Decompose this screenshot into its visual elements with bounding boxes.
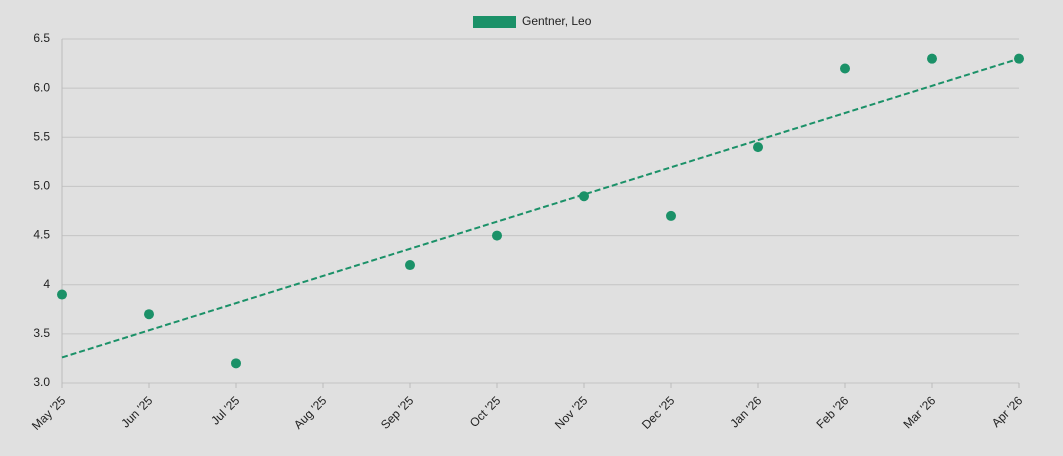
legend-swatch[interactable]	[473, 16, 516, 28]
trend-line	[61, 57, 1020, 359]
point	[57, 289, 67, 300]
point	[231, 358, 241, 369]
point	[753, 142, 763, 153]
point	[927, 53, 937, 64]
point	[579, 191, 589, 202]
y-tick-label: 4	[43, 277, 50, 291]
point	[1014, 53, 1024, 64]
point	[840, 63, 850, 74]
y-tick-label: 3.5	[33, 326, 50, 340]
y-tick-label: 4.5	[33, 228, 50, 242]
y-tick-label: 6.0	[33, 80, 50, 94]
y-tick-label: 5.0	[33, 179, 50, 193]
legend-label[interactable]: Gentner, Leo	[522, 14, 592, 28]
point	[666, 210, 676, 221]
point	[492, 230, 502, 241]
y-tick-label: 3.0	[33, 375, 50, 389]
point	[405, 260, 415, 271]
y-tick-label: 5.5	[33, 129, 50, 143]
point	[144, 309, 154, 320]
y-tick-label: 6.5	[33, 31, 50, 45]
